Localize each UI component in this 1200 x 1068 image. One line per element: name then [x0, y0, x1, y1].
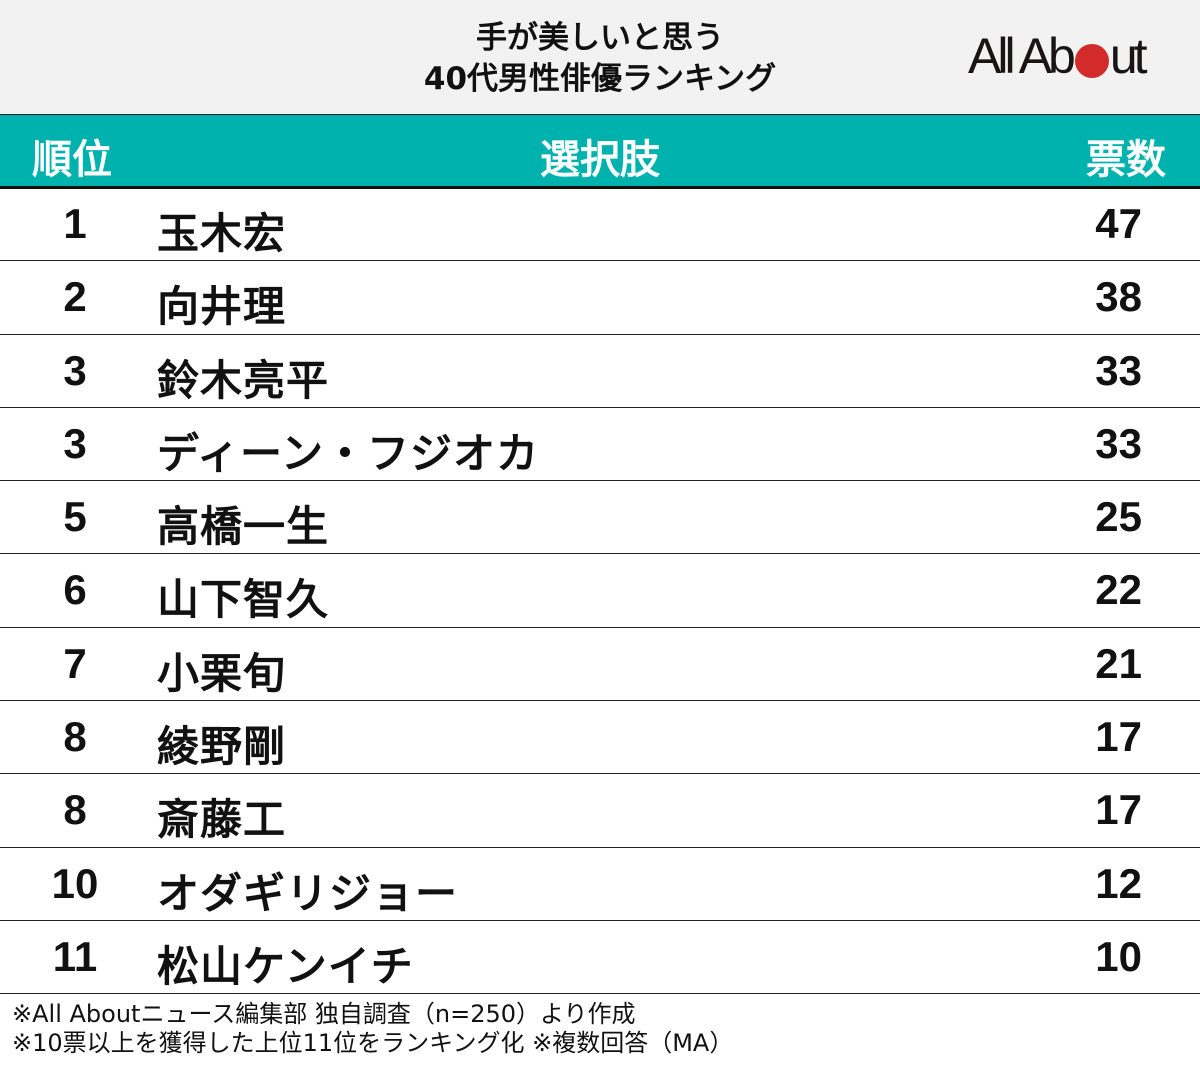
header-name: 選択肢: [540, 137, 660, 183]
rank-cell: 10: [51, 859, 99, 907]
header-rank: 順位: [32, 137, 112, 183]
rank-cell: 3: [63, 419, 87, 467]
table-row: 10 オダギリジョー 12: [0, 848, 1200, 921]
footnote-source: ※All Aboutニュース編集部 独自調査（n=250）より作成: [12, 1000, 636, 1028]
table-row: 6 山下智久 22: [0, 554, 1200, 628]
all-about-logo: All Ab ut: [968, 28, 1148, 84]
name-cell: 玉木宏: [157, 209, 287, 258]
footnotes: ※All Aboutニュース編集部 独自調査（n=250）より作成 ※10票以上…: [12, 1000, 733, 1058]
votes-cell: 12: [1095, 859, 1142, 907]
name-cell: 鈴木亮平: [157, 355, 330, 405]
votes-cell: 47: [1095, 200, 1142, 247]
table-row: 3 ディーン・フジオカ 33: [0, 408, 1200, 482]
votes-cell: 33: [1095, 346, 1142, 394]
votes-cell: 17: [1095, 713, 1142, 761]
table-row: 11 松山ケンイチ 10: [0, 921, 1200, 995]
chart-title: 手が美しいと思う 40代男性俳優ランキング: [0, 18, 1200, 100]
header-votes: 票数: [1086, 137, 1166, 183]
name-cell: 向井理: [157, 282, 287, 332]
votes-cell: 22: [1095, 566, 1142, 614]
table-row: 1 玉木宏 47: [0, 188, 1200, 262]
logo-text-start: All Ab: [968, 28, 1076, 84]
votes-cell: 33: [1095, 419, 1142, 467]
table-row: 8 綾野剛 17: [0, 701, 1200, 775]
votes-cell: 17: [1095, 786, 1142, 834]
rank-cell: 2: [63, 273, 87, 321]
title-bar: 手が美しいと思う 40代男性俳優ランキング All Ab ut: [0, 0, 1200, 114]
rank-cell: 5: [63, 493, 87, 541]
table-row: 5 高橋一生 25: [0, 481, 1200, 555]
votes-cell: 10: [1095, 932, 1142, 980]
table-row: 3 鈴木亮平 33: [0, 335, 1200, 408]
table-row: 8 斎藤工 17: [0, 774, 1200, 848]
logo-red-dot-icon: [1074, 44, 1109, 78]
votes-cell: 21: [1095, 639, 1142, 687]
rank-cell: 6: [63, 566, 87, 614]
name-cell: オダギリジョー: [157, 868, 459, 918]
table-row: 2 向井理 38: [0, 261, 1200, 335]
footnote-method: ※10票以上を獲得した上位11位をランキング化 ※複数回答（MA）: [12, 1029, 734, 1057]
rank-cell: 8: [63, 786, 87, 834]
votes-cell: 25: [1095, 493, 1142, 541]
name-cell: 山下智久: [157, 575, 330, 625]
name-cell: ディーン・フジオカ: [157, 428, 539, 478]
name-cell: 綾野剛: [157, 722, 287, 772]
name-cell: 松山ケンイチ: [157, 941, 414, 991]
votes-cell: 38: [1095, 273, 1142, 321]
title-line-2: 40代男性俳優ランキング: [423, 61, 777, 97]
name-cell: 斎藤工: [157, 795, 287, 845]
name-cell: 高橋一生: [157, 502, 330, 552]
ranking-table-body: 1 玉木宏 47 2 向井理 38 3 鈴木亮平 33 3 ディーン・フジオカ 33 5 高橋一生…: [0, 188, 1200, 995]
rank-cell: 8: [63, 713, 87, 761]
name-cell: 小栗旬: [157, 648, 287, 698]
table-row: 7 小栗旬 21: [0, 628, 1200, 702]
rank-cell: 7: [63, 639, 87, 687]
table-header: 順位 選択肢 票数: [0, 114, 1200, 189]
title-line-1: 手が美しいと思う: [476, 20, 724, 56]
rank-cell: 1: [63, 200, 87, 247]
rank-cell: 11: [52, 932, 98, 980]
rank-cell: 3: [63, 346, 87, 394]
logo-text-end: ut: [1109, 28, 1148, 84]
